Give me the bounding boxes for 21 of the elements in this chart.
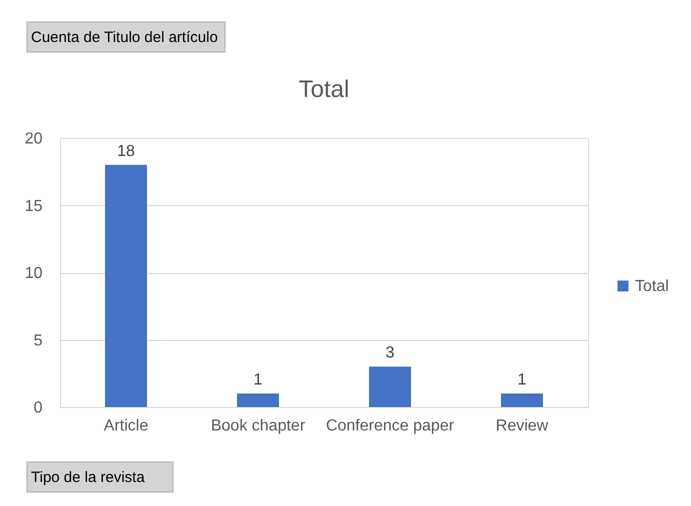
data-label: 1 [254, 372, 263, 389]
y-tick-label: 15 [24, 198, 43, 215]
data-label: 3 [386, 344, 395, 362]
legend-label: Total [635, 278, 669, 295]
bar [501, 394, 543, 407]
text: Tipo de la revista [31, 469, 146, 486]
y-tick-label: 5 [34, 332, 43, 350]
bar [369, 366, 411, 407]
y-tick-label: 20 [24, 130, 43, 148]
x-tick-label: Review [496, 418, 549, 434]
data-label: 1 [518, 372, 527, 389]
bar [237, 394, 279, 407]
y-tick-label: 10 [24, 265, 43, 282]
x-tick-label: Book chapter [210, 418, 306, 434]
x-tick-label: Conference paper [326, 418, 455, 434]
text: Cuenta de Titulo del artículo [31, 29, 218, 46]
data-label: 18 [117, 142, 135, 160]
x-tick-label: Article [104, 418, 148, 434]
y-tick-label: 0 [34, 400, 43, 416]
bar [105, 164, 147, 407]
chart-title: Total [298, 76, 350, 103]
